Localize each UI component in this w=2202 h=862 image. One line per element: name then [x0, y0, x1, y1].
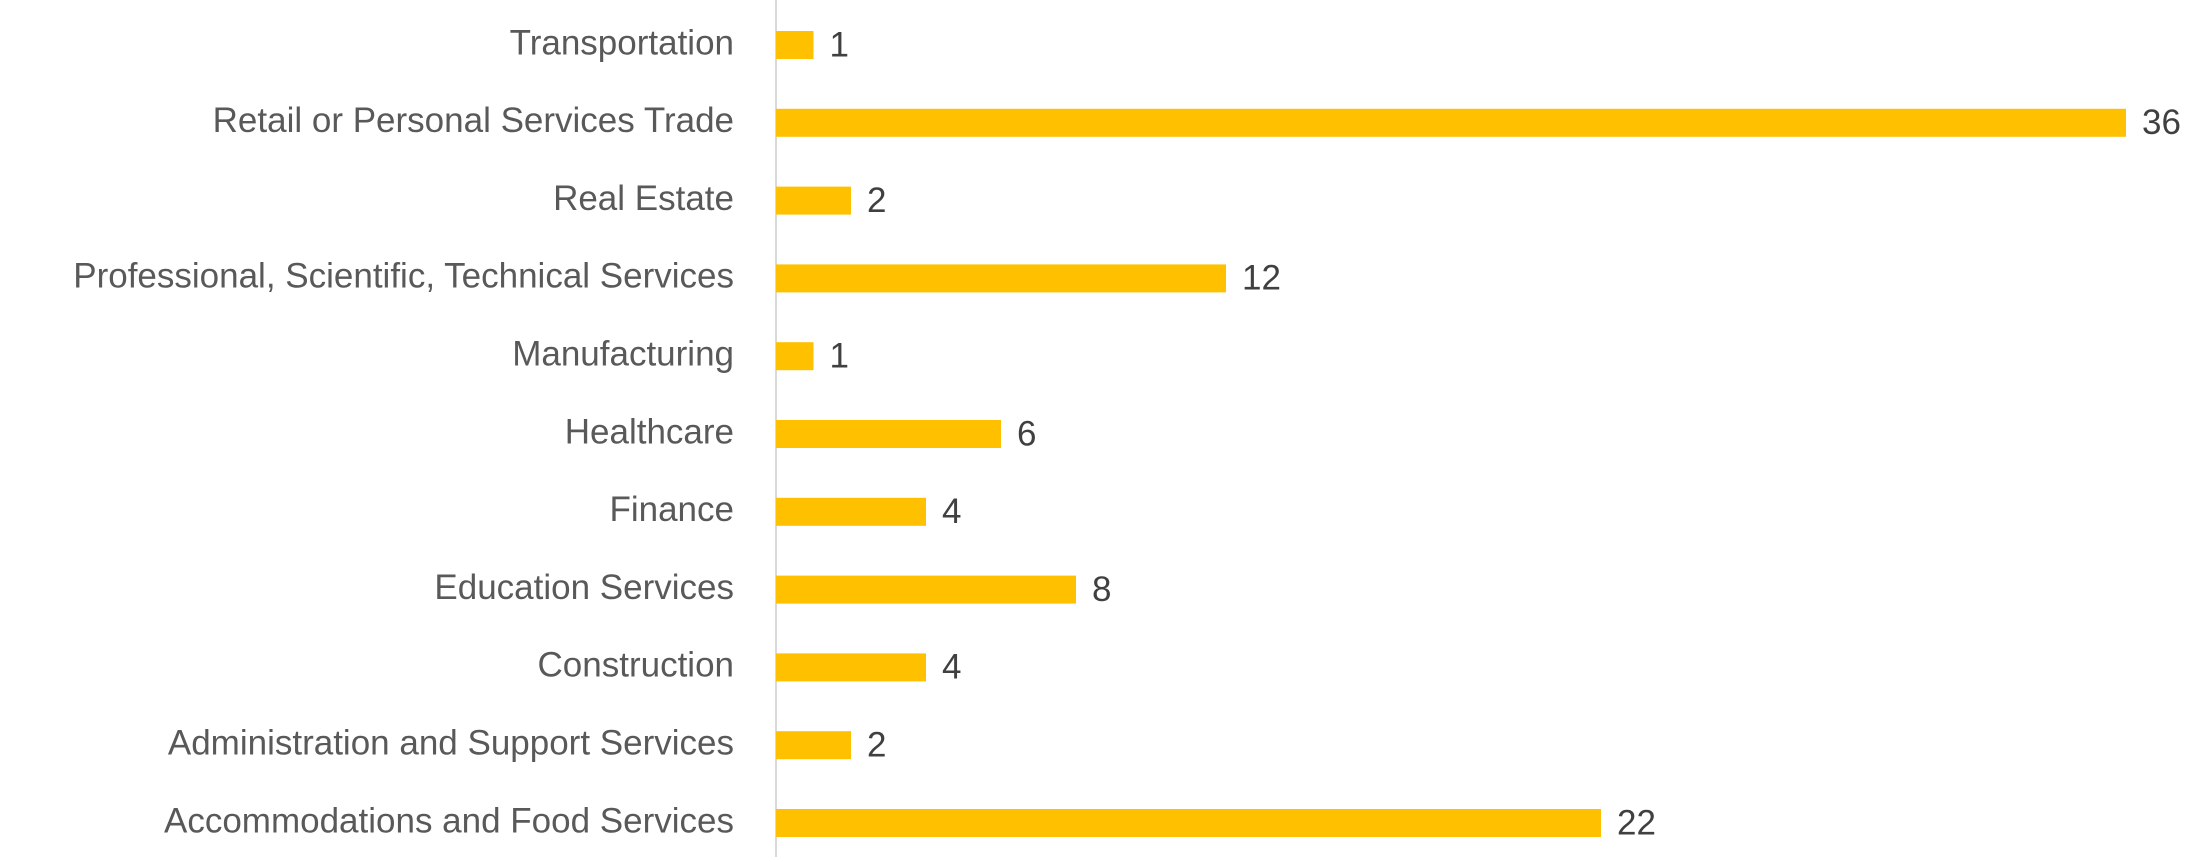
category-label: Professional, Scientific, Technical Serv… — [73, 257, 734, 296]
category-label: Education Services — [434, 568, 734, 607]
category-label: Manufacturing — [512, 334, 734, 373]
value-label: 4 — [942, 648, 961, 687]
value-label: 36 — [2142, 103, 2181, 142]
value-label: 22 — [1617, 803, 1656, 842]
bar — [776, 186, 851, 215]
bar — [776, 653, 926, 682]
bar — [776, 31, 814, 59]
bar — [776, 809, 1601, 837]
value-label: 2 — [867, 181, 886, 220]
value-label: 4 — [942, 492, 961, 531]
category-label: Administration and Support Services — [168, 723, 734, 762]
bar — [776, 342, 814, 371]
value-label: 2 — [867, 725, 886, 764]
category-label: Healthcare — [565, 412, 734, 451]
value-label: 8 — [1092, 570, 1111, 609]
value-label: 1 — [830, 336, 849, 375]
category-label: Retail or Personal Services Trade — [213, 101, 734, 140]
bar — [776, 420, 1001, 448]
category-label: Transportation — [510, 23, 734, 62]
bar — [776, 731, 851, 760]
category-label: Finance — [609, 490, 734, 529]
category-label: Real Estate — [553, 179, 734, 218]
bar — [776, 575, 1076, 604]
bar — [776, 497, 926, 526]
bar — [776, 108, 2126, 137]
value-label: 6 — [1017, 414, 1036, 453]
category-label: Accommodations and Food Services — [164, 801, 734, 840]
category-label: Construction — [538, 646, 734, 685]
bar — [776, 264, 1226, 293]
value-label: 1 — [830, 25, 849, 64]
value-label: 12 — [1242, 259, 1281, 298]
